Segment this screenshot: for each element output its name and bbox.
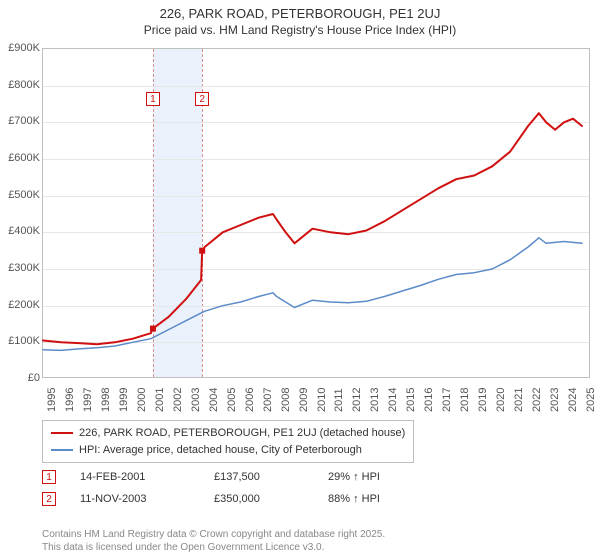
x-tick-label: 2024 [567,388,579,412]
x-tick-label: 1996 [64,388,76,412]
x-tick-label: 2013 [369,388,381,412]
sale-date: 14-FEB-2001 [80,471,190,483]
x-tick-label: 2000 [136,388,148,412]
x-tick-label: 2025 [585,388,597,412]
x-tick-label: 1995 [46,388,58,412]
x-tick-label: 2022 [531,388,543,412]
x-tick-label: 2018 [459,388,471,412]
x-tick-label: 2017 [441,388,453,412]
x-tick-label: 2006 [244,388,256,412]
x-tick-label: 2023 [549,388,561,412]
legend-box: 226, PARK ROAD, PETERBOROUGH, PE1 2UJ (d… [42,420,414,463]
x-tick-label: 1999 [118,388,130,412]
x-tick-label: 2019 [477,388,489,412]
x-tick-label: 2002 [172,388,184,412]
x-tick-label: 2008 [280,388,292,412]
sale-row: 1 14-FEB-2001 £137,500 29% ↑ HPI [42,470,380,484]
x-tick-label: 2005 [226,388,238,412]
series-hpi [43,238,582,351]
legend-label: HPI: Average price, detached house, City… [79,442,362,459]
sale-delta: 29% ↑ HPI [328,471,380,483]
y-tick-label: £900K [0,42,40,54]
x-tick-label: 2011 [333,388,345,412]
sale-marker-label: 2 [195,92,209,106]
series-price_paid [43,113,582,344]
y-tick-label: £700K [0,115,40,127]
sale-badge: 2 [42,492,56,506]
x-tick-label: 2016 [423,388,435,412]
attribution-text: Contains HM Land Registry data © Crown c… [42,528,385,554]
legend-item: HPI: Average price, detached house, City… [51,442,405,459]
y-tick-label: £500K [0,189,40,201]
plot-svg [43,49,591,379]
chart-container: 226, PARK ROAD, PETERBOROUGH, PE1 2UJ Pr… [0,0,600,560]
legend-swatch [51,432,73,434]
x-tick-label: 2009 [298,388,310,412]
y-tick-label: £400K [0,225,40,237]
attribution-line: Contains HM Land Registry data © Crown c… [42,528,385,541]
x-tick-label: 2001 [154,388,166,412]
x-tick-label: 1997 [82,388,94,412]
x-tick-label: 2007 [262,388,274,412]
x-tick-label: 2015 [405,388,417,412]
x-tick-label: 2014 [387,388,399,412]
x-tick-label: 2020 [495,388,507,412]
sale-row: 2 11-NOV-2003 £350,000 88% ↑ HPI [42,492,380,506]
y-tick-label: £0 [0,372,40,384]
sale-delta: 88% ↑ HPI [328,493,380,505]
y-tick-label: £200K [0,299,40,311]
y-tick-label: £300K [0,262,40,274]
legend-item: 226, PARK ROAD, PETERBOROUGH, PE1 2UJ (d… [51,425,405,442]
x-tick-label: 2010 [316,388,328,412]
sale-price: £350,000 [214,493,304,505]
y-tick-label: £600K [0,152,40,164]
legend-label: 226, PARK ROAD, PETERBOROUGH, PE1 2UJ (d… [79,425,405,442]
sale-badge: 1 [42,470,56,484]
y-tick-label: £100K [0,335,40,347]
x-tick-label: 2012 [351,388,363,412]
sale-price: £137,500 [214,471,304,483]
sale-date: 11-NOV-2003 [80,493,190,505]
y-tick-label: £800K [0,79,40,91]
x-tick-label: 1998 [100,388,112,412]
x-tick-label: 2004 [208,388,220,412]
attribution-line: This data is licensed under the Open Gov… [42,541,385,554]
chart-title: 226, PARK ROAD, PETERBOROUGH, PE1 2UJ [0,0,600,23]
plot-area: 12 [42,48,590,378]
legend-swatch [51,449,73,451]
x-tick-label: 2003 [190,388,202,412]
sale-marker-point [199,248,205,254]
chart-subtitle: Price paid vs. HM Land Registry's House … [0,23,600,41]
sale-marker-point [150,326,156,332]
x-tick-label: 2021 [513,388,525,412]
sale-marker-label: 1 [146,92,160,106]
